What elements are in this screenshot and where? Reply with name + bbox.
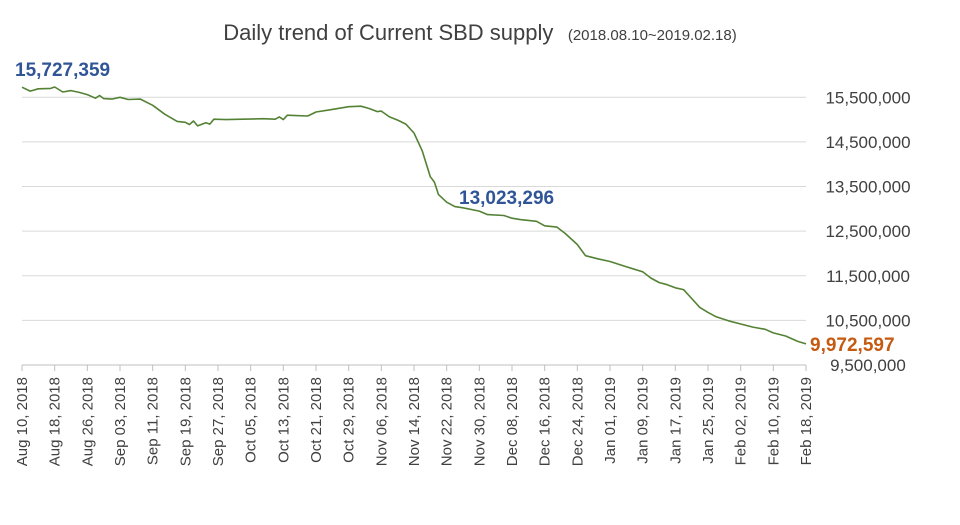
series-layer [21,86,807,345]
x-tick-label: Nov 06, 2018 [373,377,390,466]
data-label: 15,727,359 [15,60,110,81]
x-tick-label: Feb 10, 2019 [765,377,782,465]
x-tick-label: Oct 21, 2018 [308,377,325,463]
x-tick-label: Dec 08, 2018 [504,377,521,466]
data-label: 9,972,597 [810,335,895,356]
x-tick-label: Sep 27, 2018 [210,377,227,466]
x-tick-label: Jan 01, 2019 [602,377,619,464]
x-tick-label: Aug 26, 2018 [79,377,96,466]
annotations: 15,727,359 13,023,296 9,972,597 [15,60,895,356]
y-tick-label: 10,500,000 [825,311,910,330]
y-tick-label: 14,500,000 [825,133,910,152]
x-tick-label: Sep 11, 2018 [145,377,162,465]
x-tick-label: Feb 02, 2019 [733,377,750,465]
x-axis-ticks: Aug 10, 2018 Aug 18, 2018 Aug 26, 2018 Sep … [14,365,815,466]
x-tick-label: Nov 14, 2018 [406,377,423,466]
x-tick-label: Oct 29, 2018 [341,377,358,463]
y-axis-ticks: 9,500,000 10,500,000 11,500,000 12,500,000 1… [825,88,910,375]
x-tick-label: Jan 25, 2019 [700,377,717,464]
x-tick-label: Aug 10, 2018 [14,377,31,466]
x-tick-label: Jan 17, 2019 [667,377,684,464]
x-tick-label: Sep 03, 2018 [112,377,129,466]
chart-title: Daily trend of Current SBD supply [223,20,553,45]
series-line [21,86,807,345]
data-label: 13,023,296 [459,188,554,209]
y-tick-label: 13,500,000 [825,178,910,197]
x-tick-label: Dec 24, 2018 [569,377,586,466]
y-tick-label: 9,500,000 [830,356,906,375]
x-tick-label: Aug 18, 2018 [47,377,64,466]
x-tick-label: Oct 13, 2018 [275,377,292,463]
chart-subtitle: (2018.08.10~2019.02.18) [568,27,737,44]
x-tick-label: Oct 05, 2018 [243,377,260,463]
x-tick-label: Dec 16, 2018 [537,377,554,466]
x-tick-label: Sep 19, 2018 [177,377,194,466]
chart-title-group: Daily trend of Current SBD supply (2018.… [223,20,737,45]
x-tick-label: Feb 18, 2019 [798,377,815,465]
y-tick-label: 12,500,000 [825,222,910,241]
y-tick-label: 15,500,000 [825,88,910,107]
x-tick-label: Nov 30, 2018 [471,377,488,466]
y-tick-label: 11,500,000 [826,267,910,286]
x-tick-label: Nov 22, 2018 [439,377,456,466]
gridlines [22,96,806,321]
x-tick-label: Jan 09, 2019 [635,377,652,464]
